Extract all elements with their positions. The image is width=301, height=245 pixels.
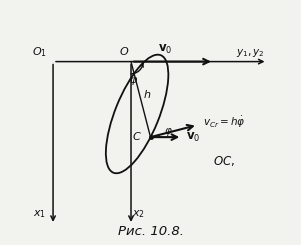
Text: $OC,$: $OC,$ xyxy=(213,155,234,169)
Text: $v_{Cr}{=}h\dot{\varphi}$: $v_{Cr}{=}h\dot{\varphi}$ xyxy=(203,115,245,130)
Text: $\mathbf{v}_0$: $\mathbf{v}_0$ xyxy=(158,42,172,56)
Text: $x_1$: $x_1$ xyxy=(33,208,46,220)
Text: $\dot{\varphi}$: $\dot{\varphi}$ xyxy=(129,72,138,87)
Text: $y_1, y_2$: $y_1, y_2$ xyxy=(236,47,265,59)
Text: $O_1$: $O_1$ xyxy=(32,45,47,59)
Text: $\varphi$: $\varphi$ xyxy=(164,126,172,138)
Text: $h$: $h$ xyxy=(143,88,151,100)
Text: $O$: $O$ xyxy=(119,45,130,57)
Text: Рис. 10.8.: Рис. 10.8. xyxy=(117,225,184,238)
Text: $x_2$: $x_2$ xyxy=(132,208,145,220)
Text: $\mathbf{v}_0$: $\mathbf{v}_0$ xyxy=(186,131,200,144)
Text: $C$: $C$ xyxy=(132,130,142,142)
